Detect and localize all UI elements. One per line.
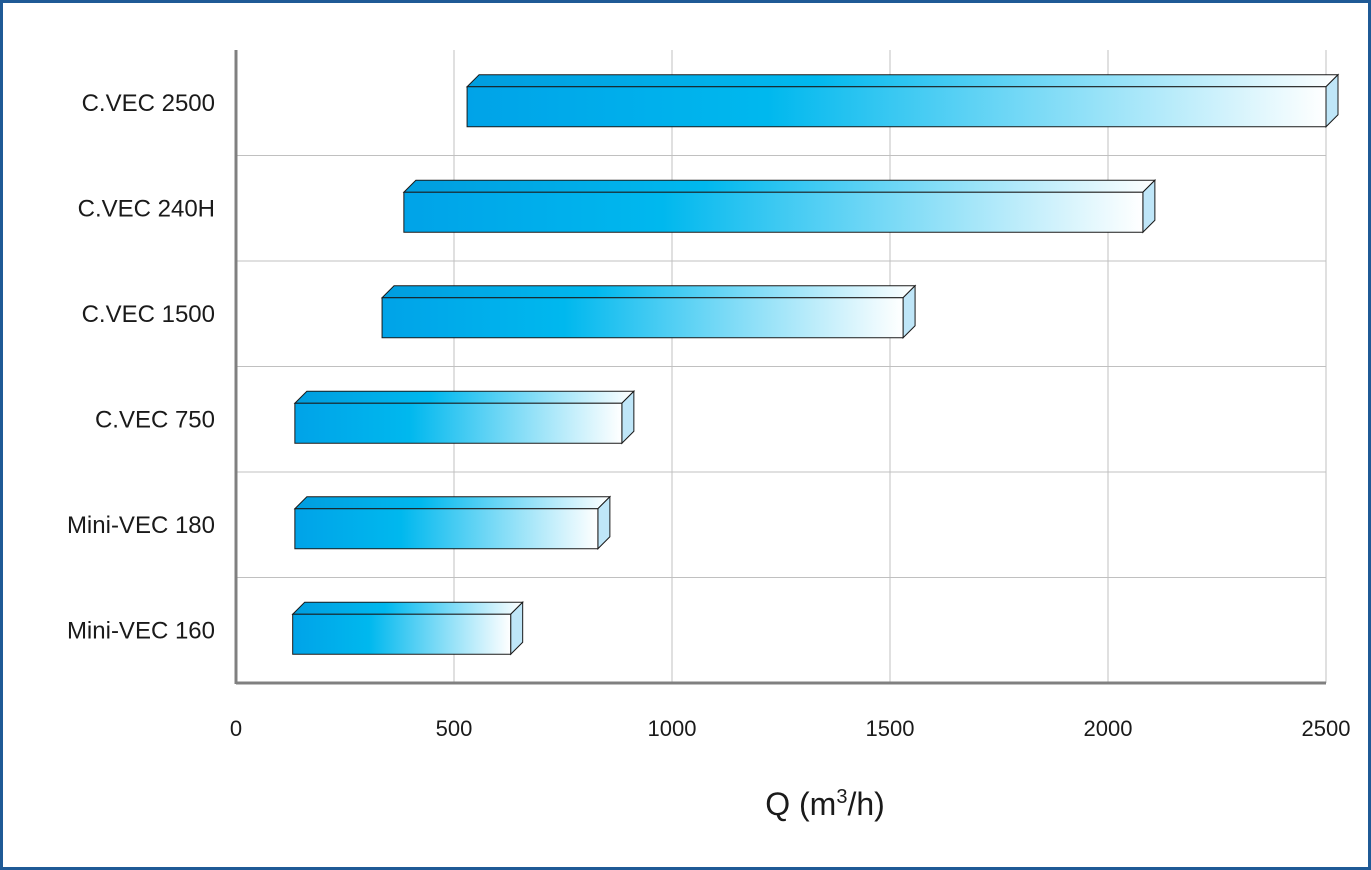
- grid-lines: [236, 50, 1327, 683]
- bar-front-face: [294, 508, 599, 550]
- bar-front-face: [403, 191, 1144, 233]
- bar-top-face: [293, 496, 612, 510]
- x-tick-label: 500: [436, 716, 473, 741]
- bar-5: [293, 495, 612, 550]
- bars: [291, 73, 1340, 656]
- x-tick-label: 2500: [1302, 716, 1351, 741]
- bar-3: [380, 284, 917, 339]
- category-labels: C.VEC 2500 C.VEC 240H C.VEC 1500 C.VEC 750 M…: [67, 90, 215, 645]
- x-tick-label: 2000: [1084, 716, 1133, 741]
- axes: [234, 50, 1326, 685]
- range-bar-chart: C.VEC 2500 C.VEC 240H C.VEC 1500 C.VEC 750 M…: [67, 50, 1351, 822]
- bar-front-face: [381, 297, 904, 339]
- x-axis-label: Q (m3/h): [765, 786, 885, 822]
- category-label: Mini-VEC 180: [67, 512, 215, 539]
- bar-top-face: [380, 285, 917, 299]
- bar-top-face: [291, 601, 524, 615]
- category-label: Mini-VEC 160: [67, 617, 215, 644]
- x-tick-labels: 0 500 1000 1500 2000 2500: [230, 716, 1351, 741]
- category-label: C.VEC 1500: [82, 301, 215, 328]
- bar-front-face: [466, 86, 1327, 128]
- bar-1: [465, 73, 1340, 128]
- category-label: C.VEC 750: [95, 406, 215, 433]
- bar-front-face: [292, 613, 512, 655]
- x-tick-label: 0: [230, 716, 242, 741]
- x-tick-label: 1000: [648, 716, 697, 741]
- bar-6: [291, 601, 524, 656]
- category-label: C.VEC 240H: [78, 195, 215, 222]
- bar-2: [402, 179, 1157, 234]
- bar-top-face: [465, 74, 1340, 88]
- bar-4: [293, 390, 636, 445]
- bar-top-face: [402, 179, 1157, 193]
- bar-top-face: [293, 390, 636, 404]
- category-label: C.VEC 2500: [82, 90, 215, 117]
- x-tick-label: 1500: [866, 716, 915, 741]
- bar-front-face: [294, 402, 623, 444]
